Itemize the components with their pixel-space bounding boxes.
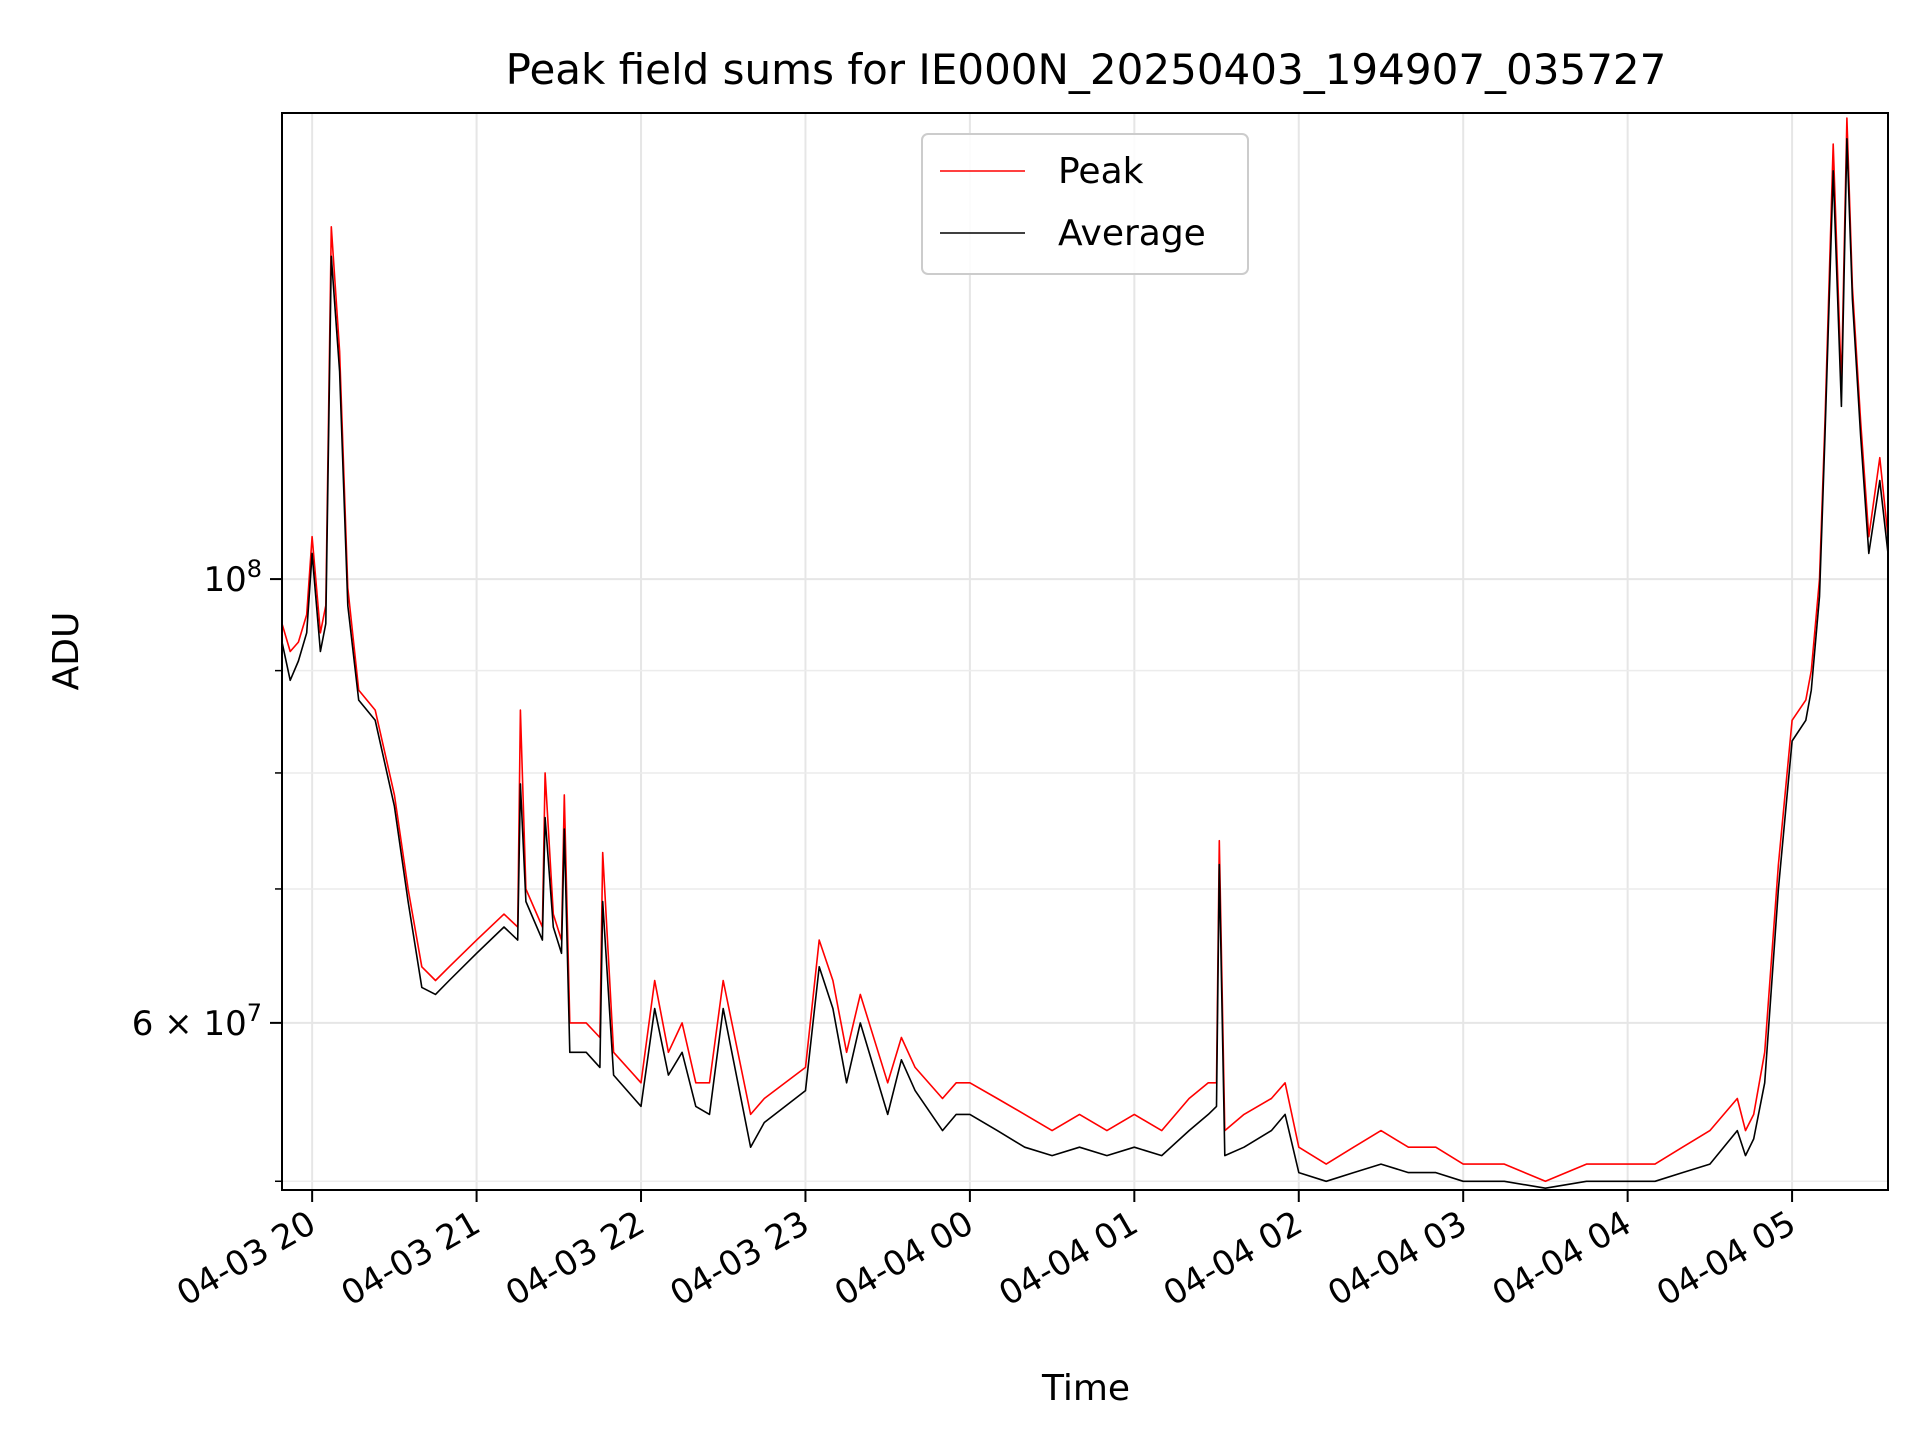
y-axis-ticks: 6 × 107 108 [132,555,282,1183]
legend-label-average: Average [1058,213,1206,254]
legend: Peak Average [921,133,1249,275]
y-tick-label: 6 × 107 [132,999,262,1044]
y-axis-label: ADU [46,612,87,691]
plot-frame [281,112,1889,1191]
series-line-average [281,138,1889,1189]
legend-label-peak: Peak [1058,151,1144,192]
x-axis-label: Time [1041,1368,1130,1409]
y-tick-label: 108 [203,555,262,600]
grid [282,113,1888,1190]
series-layer [281,117,1889,1189]
chart-title: Peak field sums for IE000N_20250403_1949… [506,45,1667,94]
series-line-peak [281,117,1889,1183]
legend-box [921,133,1249,275]
